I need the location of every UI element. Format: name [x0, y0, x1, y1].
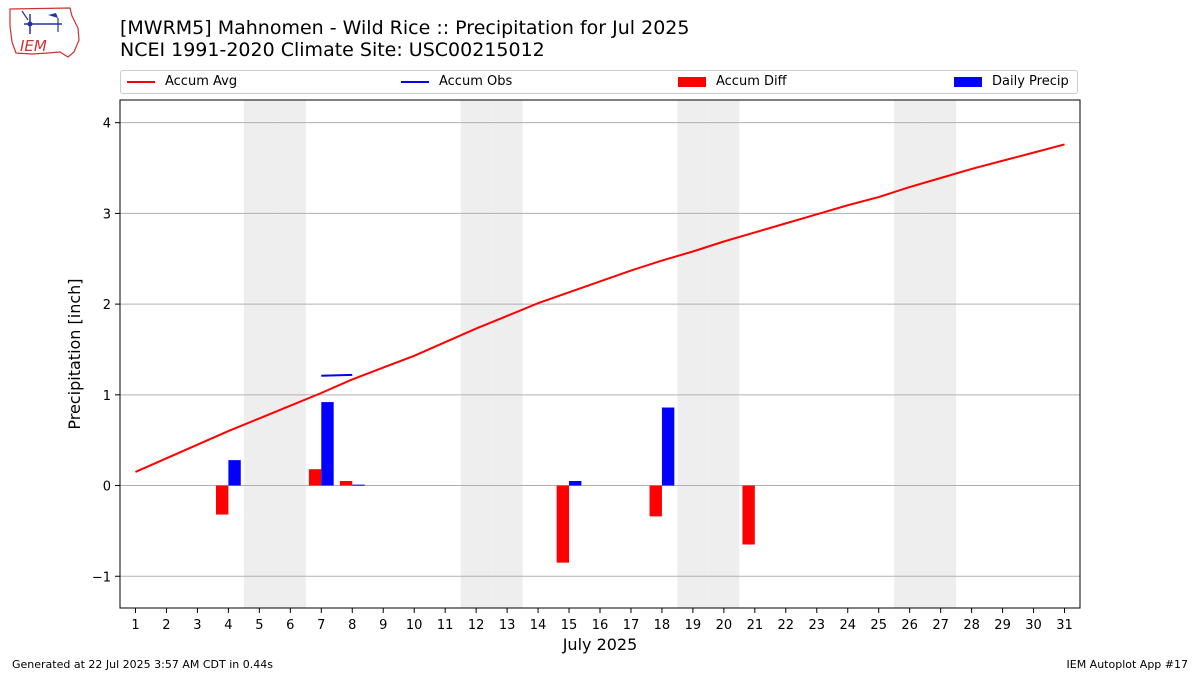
y-tick-label: 0 [103, 480, 111, 495]
legend-swatch-accum-obs [401, 80, 429, 83]
iem-logo: IEM [9, 7, 80, 58]
x-tick-label: 27 [932, 618, 949, 633]
bar-marks [216, 402, 755, 563]
y-tick-label: 4 [103, 117, 111, 132]
x-tick-label: 17 [623, 618, 640, 633]
daily-precip-bar-day-8 [352, 484, 365, 486]
legend-label-daily-precip: Daily Precip [992, 74, 1069, 89]
legend-swatch-accum-avg [127, 80, 155, 83]
y-tick-label: 3 [103, 207, 111, 222]
weekend-shade-day-13 [491, 100, 523, 608]
accum-diff-bar-day-18 [649, 485, 662, 517]
x-tick-label: 18 [654, 618, 671, 633]
line-series [135, 143, 1065, 473]
accum-diff-bar-day-21 [742, 485, 755, 545]
chart-title: [MWRM5] Mahnomen - Wild Rice :: Precipit… [120, 17, 689, 61]
legend-label-accum-diff: Accum Diff [716, 74, 787, 89]
x-tick-label: 23 [809, 618, 826, 633]
x-tick-label: 21 [747, 618, 764, 633]
legend-item-daily-precip: Daily Precip [954, 74, 1069, 89]
daily-precip-bar-day-7 [321, 402, 334, 486]
weekend-shading [243, 100, 957, 608]
x-tick-label: 2 [162, 618, 170, 633]
weekend-shade-day-5 [243, 100, 275, 608]
logo-text: IEM [20, 37, 47, 55]
title-line-1: [MWRM5] Mahnomen - Wild Rice :: Precipit… [120, 17, 690, 39]
y-gridlines [120, 122, 1080, 577]
legend-label-accum-avg: Accum Avg [165, 74, 238, 89]
x-tick-label: 1 [131, 618, 139, 633]
footer-generated-text: Generated at 22 Jul 2025 3:57 AM CDT in … [12, 658, 273, 671]
x-tick-label: 30 [1025, 618, 1042, 633]
weekend-shade-day-6 [274, 100, 306, 608]
x-tick-label: 13 [499, 618, 516, 633]
x-tick-label: 20 [716, 618, 733, 633]
legend-label-accum-obs: Accum Obs [439, 74, 513, 89]
x-tick-label: 19 [685, 618, 702, 633]
daily-precip-bar-day-15 [569, 481, 582, 486]
weekend-shade-day-26 [894, 100, 926, 608]
legend-item-accum-avg: Accum Avg [127, 74, 237, 89]
x-tick-label: 8 [348, 618, 356, 633]
x-tick-label: 5 [255, 618, 263, 633]
legend-swatch-daily-precip [954, 76, 982, 87]
x-tick-label: 9 [379, 618, 387, 633]
x-tick-label: 14 [530, 618, 547, 633]
x-tick-label: 16 [592, 618, 609, 633]
accum-diff-bar-day-15 [556, 485, 570, 563]
x-tick-label: 7 [317, 618, 325, 633]
x-tick-label: 15 [561, 618, 578, 633]
legend-swatch-accum-diff [678, 76, 706, 87]
x-tick-label: 10 [406, 618, 423, 633]
daily-precip-bar-day-18 [661, 407, 675, 486]
x-tick-label: 11 [437, 618, 454, 633]
legend-item-accum-obs: Accum Obs [401, 74, 512, 89]
y-tick-label: −1 [92, 570, 111, 585]
accum-diff-bar-day-7 [308, 469, 322, 486]
x-tick-label: 12 [468, 618, 485, 633]
y-tick-label: 2 [103, 298, 111, 313]
x-tick-label: 25 [870, 618, 887, 633]
title-line-2: NCEI 1991-2020 Climate Site: USC00215012 [120, 39, 545, 61]
x-tick-label: 6 [286, 618, 294, 633]
y-axis-label: Precipitation [inch] [65, 278, 84, 429]
x-tick-label: 31 [1056, 618, 1073, 633]
weekend-shade-day-12 [460, 100, 492, 608]
legend-item-accum-diff: Accum Diff [678, 74, 787, 89]
x-tick-label: 3 [193, 618, 201, 633]
weekend-shade-day-19 [677, 100, 709, 608]
accum-diff-bar-day-8 [339, 481, 353, 486]
footer-app-text: IEM Autoplot App #17 [1066, 658, 1189, 671]
x-tick-label: 29 [994, 618, 1011, 633]
accum-diff-bar-day-4 [216, 485, 229, 515]
y-tick-label: 1 [103, 389, 111, 404]
daily-precip-bar-day-4 [228, 460, 241, 486]
accum-avg-line [135, 143, 1065, 473]
weekend-shade-day-20 [708, 100, 740, 608]
x-axis-label: July 2025 [562, 635, 638, 654]
weekend-shade-day-27 [925, 100, 957, 608]
accum-obs-line [321, 373, 353, 377]
x-tick-label: 22 [778, 618, 795, 633]
x-tick-label: 4 [224, 618, 232, 633]
x-tick-label: 24 [839, 618, 856, 633]
chart-legend: Accum Avg Accum Obs Accum Diff Daily Pre… [120, 70, 1078, 94]
x-tick-label: 28 [963, 618, 980, 633]
x-tick-label: 26 [901, 618, 918, 633]
